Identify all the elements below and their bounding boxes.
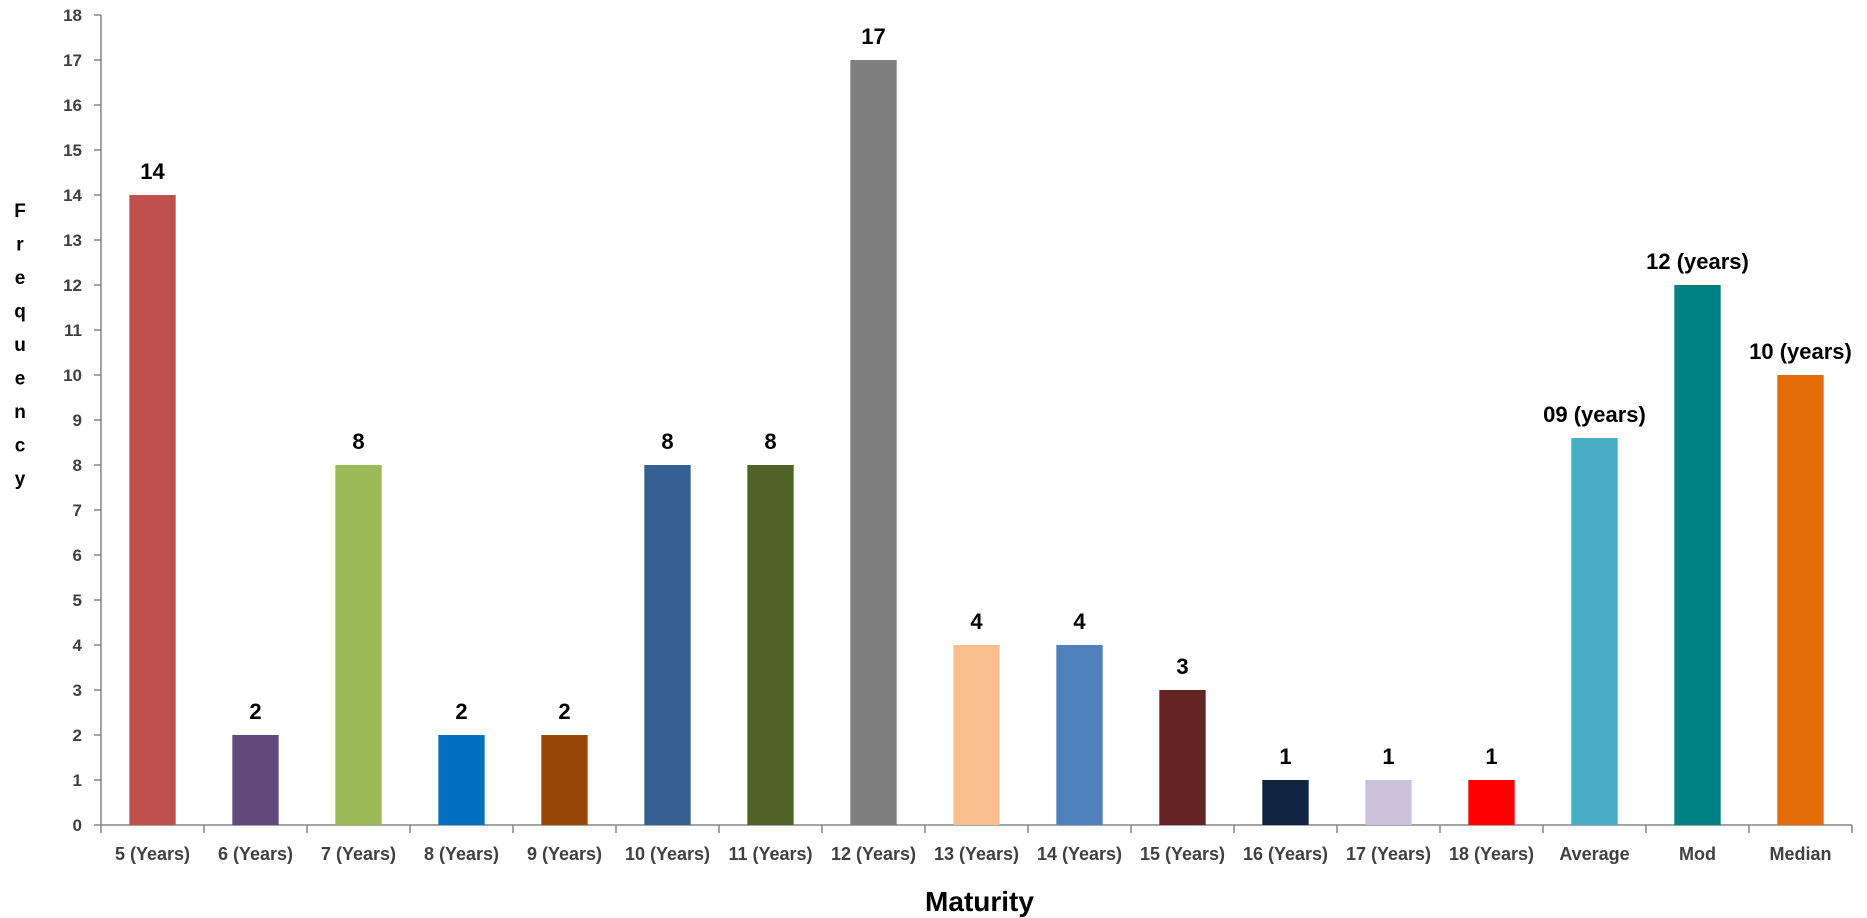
bar bbox=[1674, 285, 1721, 825]
y-tick-label: 15 bbox=[63, 141, 82, 160]
bar bbox=[1056, 645, 1103, 825]
data-labels: 14 2 8 2 2 8 8 17 4 4 3 1 1 1 09 (years) 12 (years) 10 (… bbox=[140, 24, 1852, 769]
x-category-label: 17 (Years) bbox=[1346, 844, 1431, 864]
y-tick-label: 4 bbox=[73, 636, 83, 655]
x-category-label: 16 (Years) bbox=[1243, 844, 1328, 864]
data-label: 10 (years) bbox=[1749, 339, 1852, 364]
y-tick-label: 13 bbox=[63, 231, 82, 250]
x-category-label: 14 (Years) bbox=[1037, 844, 1122, 864]
data-label: 8 bbox=[352, 429, 364, 454]
x-category-label: 18 (Years) bbox=[1449, 844, 1534, 864]
x-category-label: Mod bbox=[1679, 844, 1716, 864]
y-tick-label: 17 bbox=[63, 51, 82, 70]
bar bbox=[438, 735, 485, 825]
bar bbox=[1468, 780, 1515, 825]
bar bbox=[232, 735, 279, 825]
y-axis-title-letter: e bbox=[15, 369, 26, 390]
data-label: 8 bbox=[661, 429, 673, 454]
bar bbox=[541, 735, 588, 825]
y-tick-label: 16 bbox=[63, 96, 82, 115]
data-label: 2 bbox=[249, 699, 261, 724]
x-category-label: 11 (Years) bbox=[728, 844, 812, 864]
bar bbox=[1159, 690, 1206, 825]
y-tick-label: 2 bbox=[73, 726, 82, 745]
data-label: 14 bbox=[140, 159, 165, 184]
y-axis-title-letter: e bbox=[15, 268, 26, 289]
data-label: 4 bbox=[1073, 609, 1086, 634]
y-tick-label: 18 bbox=[63, 6, 82, 25]
bar bbox=[1262, 780, 1309, 825]
y-tick-label: 7 bbox=[73, 501, 82, 520]
y-tick-label: 8 bbox=[73, 456, 82, 475]
data-label: 17 bbox=[861, 24, 885, 49]
x-category-label: 13 (Years) bbox=[934, 844, 1019, 864]
y-axis-title-letter: y bbox=[15, 469, 26, 490]
y-tick-label: 6 bbox=[73, 546, 82, 565]
bar bbox=[644, 465, 691, 825]
y-tick-label: 12 bbox=[63, 276, 82, 295]
y-axis-title-letter: u bbox=[14, 335, 26, 356]
bar bbox=[1571, 438, 1618, 825]
y-tick-label: 1 bbox=[73, 771, 82, 790]
y-axis-title-letter: r bbox=[16, 235, 24, 256]
y-tick-label: 5 bbox=[73, 591, 82, 610]
bars bbox=[129, 60, 1824, 825]
y-tick-label: 10 bbox=[63, 366, 82, 385]
x-category-label: 10 (Years) bbox=[625, 844, 710, 864]
data-label: 4 bbox=[970, 609, 983, 634]
bar bbox=[747, 465, 794, 825]
bar bbox=[1365, 780, 1412, 825]
x-category-label: 9 (Years) bbox=[527, 844, 602, 864]
bar bbox=[850, 60, 897, 825]
y-axis-title-letter: c bbox=[15, 436, 26, 457]
y-tick-label: 3 bbox=[73, 681, 82, 700]
y-tick-label: 0 bbox=[73, 816, 82, 835]
x-category-label: 12 (Years) bbox=[831, 844, 916, 864]
x-category-label: 15 (Years) bbox=[1140, 844, 1225, 864]
data-label: 8 bbox=[764, 429, 776, 454]
y-axis-title-letter: q bbox=[14, 302, 26, 323]
x-axis: 5 (Years) 6 (Years) 7 (Years) 8 (Years) 9 (Y… bbox=[100, 824, 1853, 864]
data-label: 1 bbox=[1485, 744, 1497, 769]
x-category-label: Average bbox=[1559, 844, 1629, 864]
y-axis-title-letter: n bbox=[14, 402, 26, 423]
bar bbox=[335, 465, 382, 825]
x-category-label: 8 (Years) bbox=[424, 844, 499, 864]
data-label: 2 bbox=[558, 699, 570, 724]
bar bbox=[953, 645, 1000, 825]
data-label: 09 (years) bbox=[1543, 402, 1646, 427]
bar bbox=[129, 195, 176, 825]
data-label: 1 bbox=[1382, 744, 1394, 769]
x-category-label: 5 (Years) bbox=[115, 844, 190, 864]
x-category-label: 6 (Years) bbox=[218, 844, 293, 864]
y-tick-label: 14 bbox=[63, 186, 82, 205]
y-axis-title-letter: F bbox=[14, 201, 26, 222]
x-category-label: Median bbox=[1769, 844, 1831, 864]
data-label: 3 bbox=[1176, 654, 1188, 679]
data-label: 12 (years) bbox=[1646, 249, 1749, 274]
y-tick-label: 9 bbox=[73, 411, 82, 430]
x-category-label: 7 (Years) bbox=[321, 844, 396, 864]
bar bbox=[1777, 375, 1824, 825]
x-axis-title: Maturity bbox=[925, 886, 1034, 917]
data-label: 1 bbox=[1279, 744, 1291, 769]
data-label: 2 bbox=[455, 699, 467, 724]
y-tick-label: 11 bbox=[64, 321, 82, 340]
